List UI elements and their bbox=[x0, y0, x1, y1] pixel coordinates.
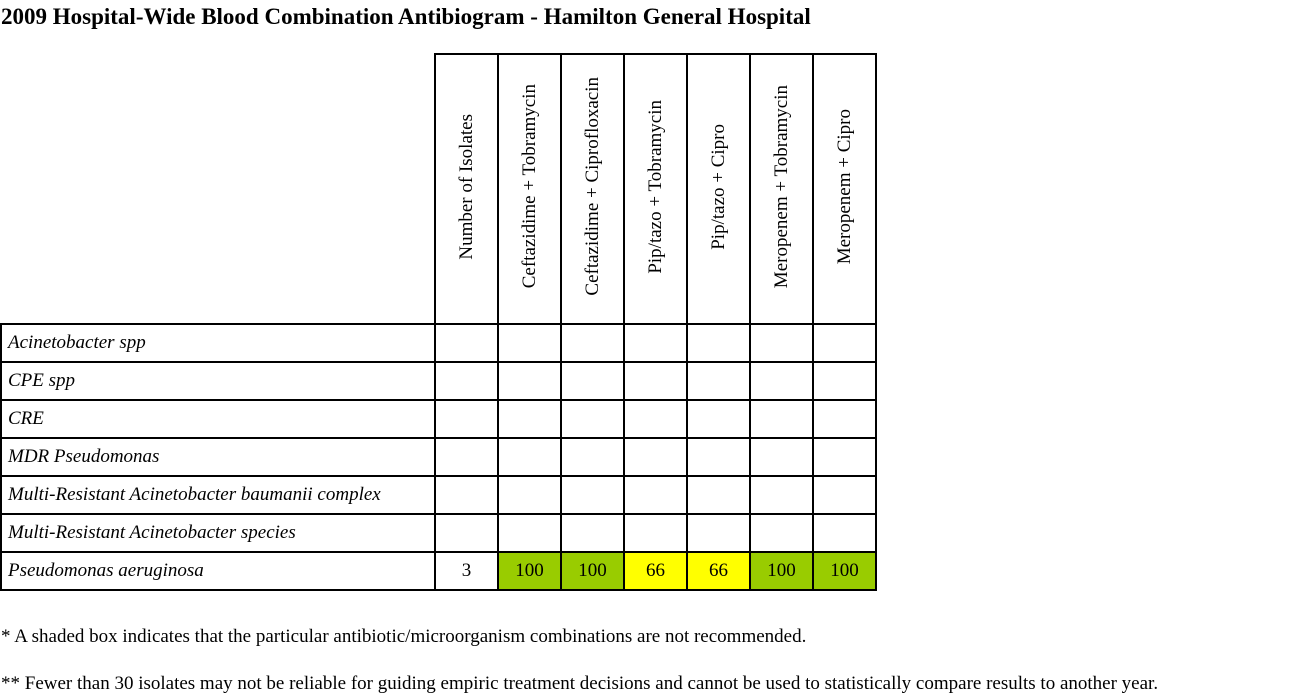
table-cell bbox=[812, 361, 877, 401]
footnote-shading: * A shaded box indicates that the partic… bbox=[1, 626, 807, 647]
table-cell bbox=[686, 323, 751, 363]
table-cell bbox=[812, 437, 877, 477]
organism-name: Acinetobacter spp bbox=[0, 323, 436, 363]
table-cell bbox=[623, 513, 688, 553]
table-cell bbox=[497, 437, 562, 477]
antibiogram-table: Number of Isolates Ceftazidime + Tobramy… bbox=[0, 53, 877, 591]
table-cell bbox=[434, 475, 499, 515]
table-row: MDR Pseudomonas bbox=[0, 437, 877, 477]
table-row: CRE bbox=[0, 399, 877, 439]
susceptibility-cell: 100 bbox=[560, 551, 625, 591]
table-cell bbox=[749, 437, 814, 477]
table-cell bbox=[749, 323, 814, 363]
table-cell bbox=[686, 475, 751, 515]
organism-name: Pseudomonas aeruginosa bbox=[0, 551, 436, 591]
table-cell bbox=[686, 513, 751, 553]
header-corner-blank bbox=[1, 54, 435, 324]
table-cell bbox=[497, 399, 562, 439]
organism-name: CPE spp bbox=[0, 361, 436, 401]
table-cell bbox=[749, 399, 814, 439]
column-header-meropenem-cipro: Meropenem + Cipro bbox=[812, 53, 877, 325]
table-cell bbox=[497, 513, 562, 553]
table-cell bbox=[812, 513, 877, 553]
susceptibility-cell: 66 bbox=[623, 551, 688, 591]
organism-name: MDR Pseudomonas bbox=[0, 437, 436, 477]
column-header-piptazo-cipro: Pip/tazo + Cipro bbox=[686, 53, 751, 325]
column-header-ceftazidime-tobramycin: Ceftazidime + Tobramycin bbox=[497, 53, 562, 325]
table-cell bbox=[623, 361, 688, 401]
page-title: 2009 Hospital-Wide Blood Combination Ant… bbox=[1, 4, 811, 29]
table-cell bbox=[623, 323, 688, 363]
table-row: Multi-Resistant Acinetobacter baumanii c… bbox=[0, 475, 877, 515]
table-cell bbox=[560, 361, 625, 401]
table-cell bbox=[560, 513, 625, 553]
organism-name: CRE bbox=[0, 399, 436, 439]
column-header-label: Pip/tazo + Tobramycin bbox=[644, 99, 666, 274]
column-header-label: Meropenem + Cipro bbox=[833, 108, 855, 265]
table-cell bbox=[623, 399, 688, 439]
susceptibility-cell: 100 bbox=[749, 551, 814, 591]
column-header-label: Pip/tazo + Cipro bbox=[707, 123, 729, 250]
column-header-number-of-isolates: Number of Isolates bbox=[434, 53, 499, 325]
table-cell bbox=[812, 399, 877, 439]
table-cell bbox=[686, 437, 751, 477]
column-header-label: Number of Isolates bbox=[455, 113, 477, 260]
table-cell bbox=[560, 399, 625, 439]
table-cell bbox=[812, 323, 877, 363]
column-header-ceftazidime-ciprofloxacin: Ceftazidime + Ciprofloxacin bbox=[560, 53, 625, 325]
organism-name: Multi-Resistant Acinetobacter baumanii c… bbox=[0, 475, 436, 515]
table-cell bbox=[434, 399, 499, 439]
table-cell bbox=[749, 513, 814, 553]
table-cell bbox=[686, 361, 751, 401]
table-cell bbox=[497, 323, 562, 363]
table-cell bbox=[686, 399, 751, 439]
table-cell bbox=[434, 323, 499, 363]
organism-name: Multi-Resistant Acinetobacter species bbox=[0, 513, 436, 553]
table-cell bbox=[497, 361, 562, 401]
table-cell bbox=[560, 323, 625, 363]
table-cell bbox=[623, 437, 688, 477]
column-header-label: Ceftazidime + Ciprofloxacin bbox=[581, 77, 603, 296]
column-header-label: Meropenem + Tobramycin bbox=[770, 84, 792, 289]
table-cell bbox=[560, 437, 625, 477]
table-cell bbox=[749, 475, 814, 515]
footnote-isolates: ** Fewer than 30 isolates may not be rel… bbox=[1, 673, 1159, 694]
table-cell bbox=[560, 475, 625, 515]
table-cell bbox=[434, 513, 499, 553]
susceptibility-cell: 100 bbox=[497, 551, 562, 591]
susceptibility-cell: 100 bbox=[812, 551, 877, 591]
table-cell bbox=[623, 475, 688, 515]
column-header-meropenem-tobramycin: Meropenem + Tobramycin bbox=[749, 53, 814, 325]
table-cell bbox=[434, 437, 499, 477]
column-header-label: Ceftazidime + Tobramycin bbox=[518, 84, 540, 289]
susceptibility-cell: 66 bbox=[686, 551, 751, 591]
column-header-piptazo-tobramycin: Pip/tazo + Tobramycin bbox=[623, 53, 688, 325]
table-row: Multi-Resistant Acinetobacter species bbox=[0, 513, 877, 553]
table-cell bbox=[497, 475, 562, 515]
table-cell bbox=[749, 361, 814, 401]
table-row: Acinetobacter spp bbox=[0, 323, 877, 363]
table-cell bbox=[812, 475, 877, 515]
table-row: Pseudomonas aeruginosa 3 100 100 66 66 1… bbox=[0, 551, 877, 591]
table-row: CPE spp bbox=[0, 361, 877, 401]
table-cell bbox=[434, 361, 499, 401]
table-header-row: Number of Isolates Ceftazidime + Tobramy… bbox=[1, 53, 877, 325]
isolate-count-cell: 3 bbox=[434, 551, 499, 591]
